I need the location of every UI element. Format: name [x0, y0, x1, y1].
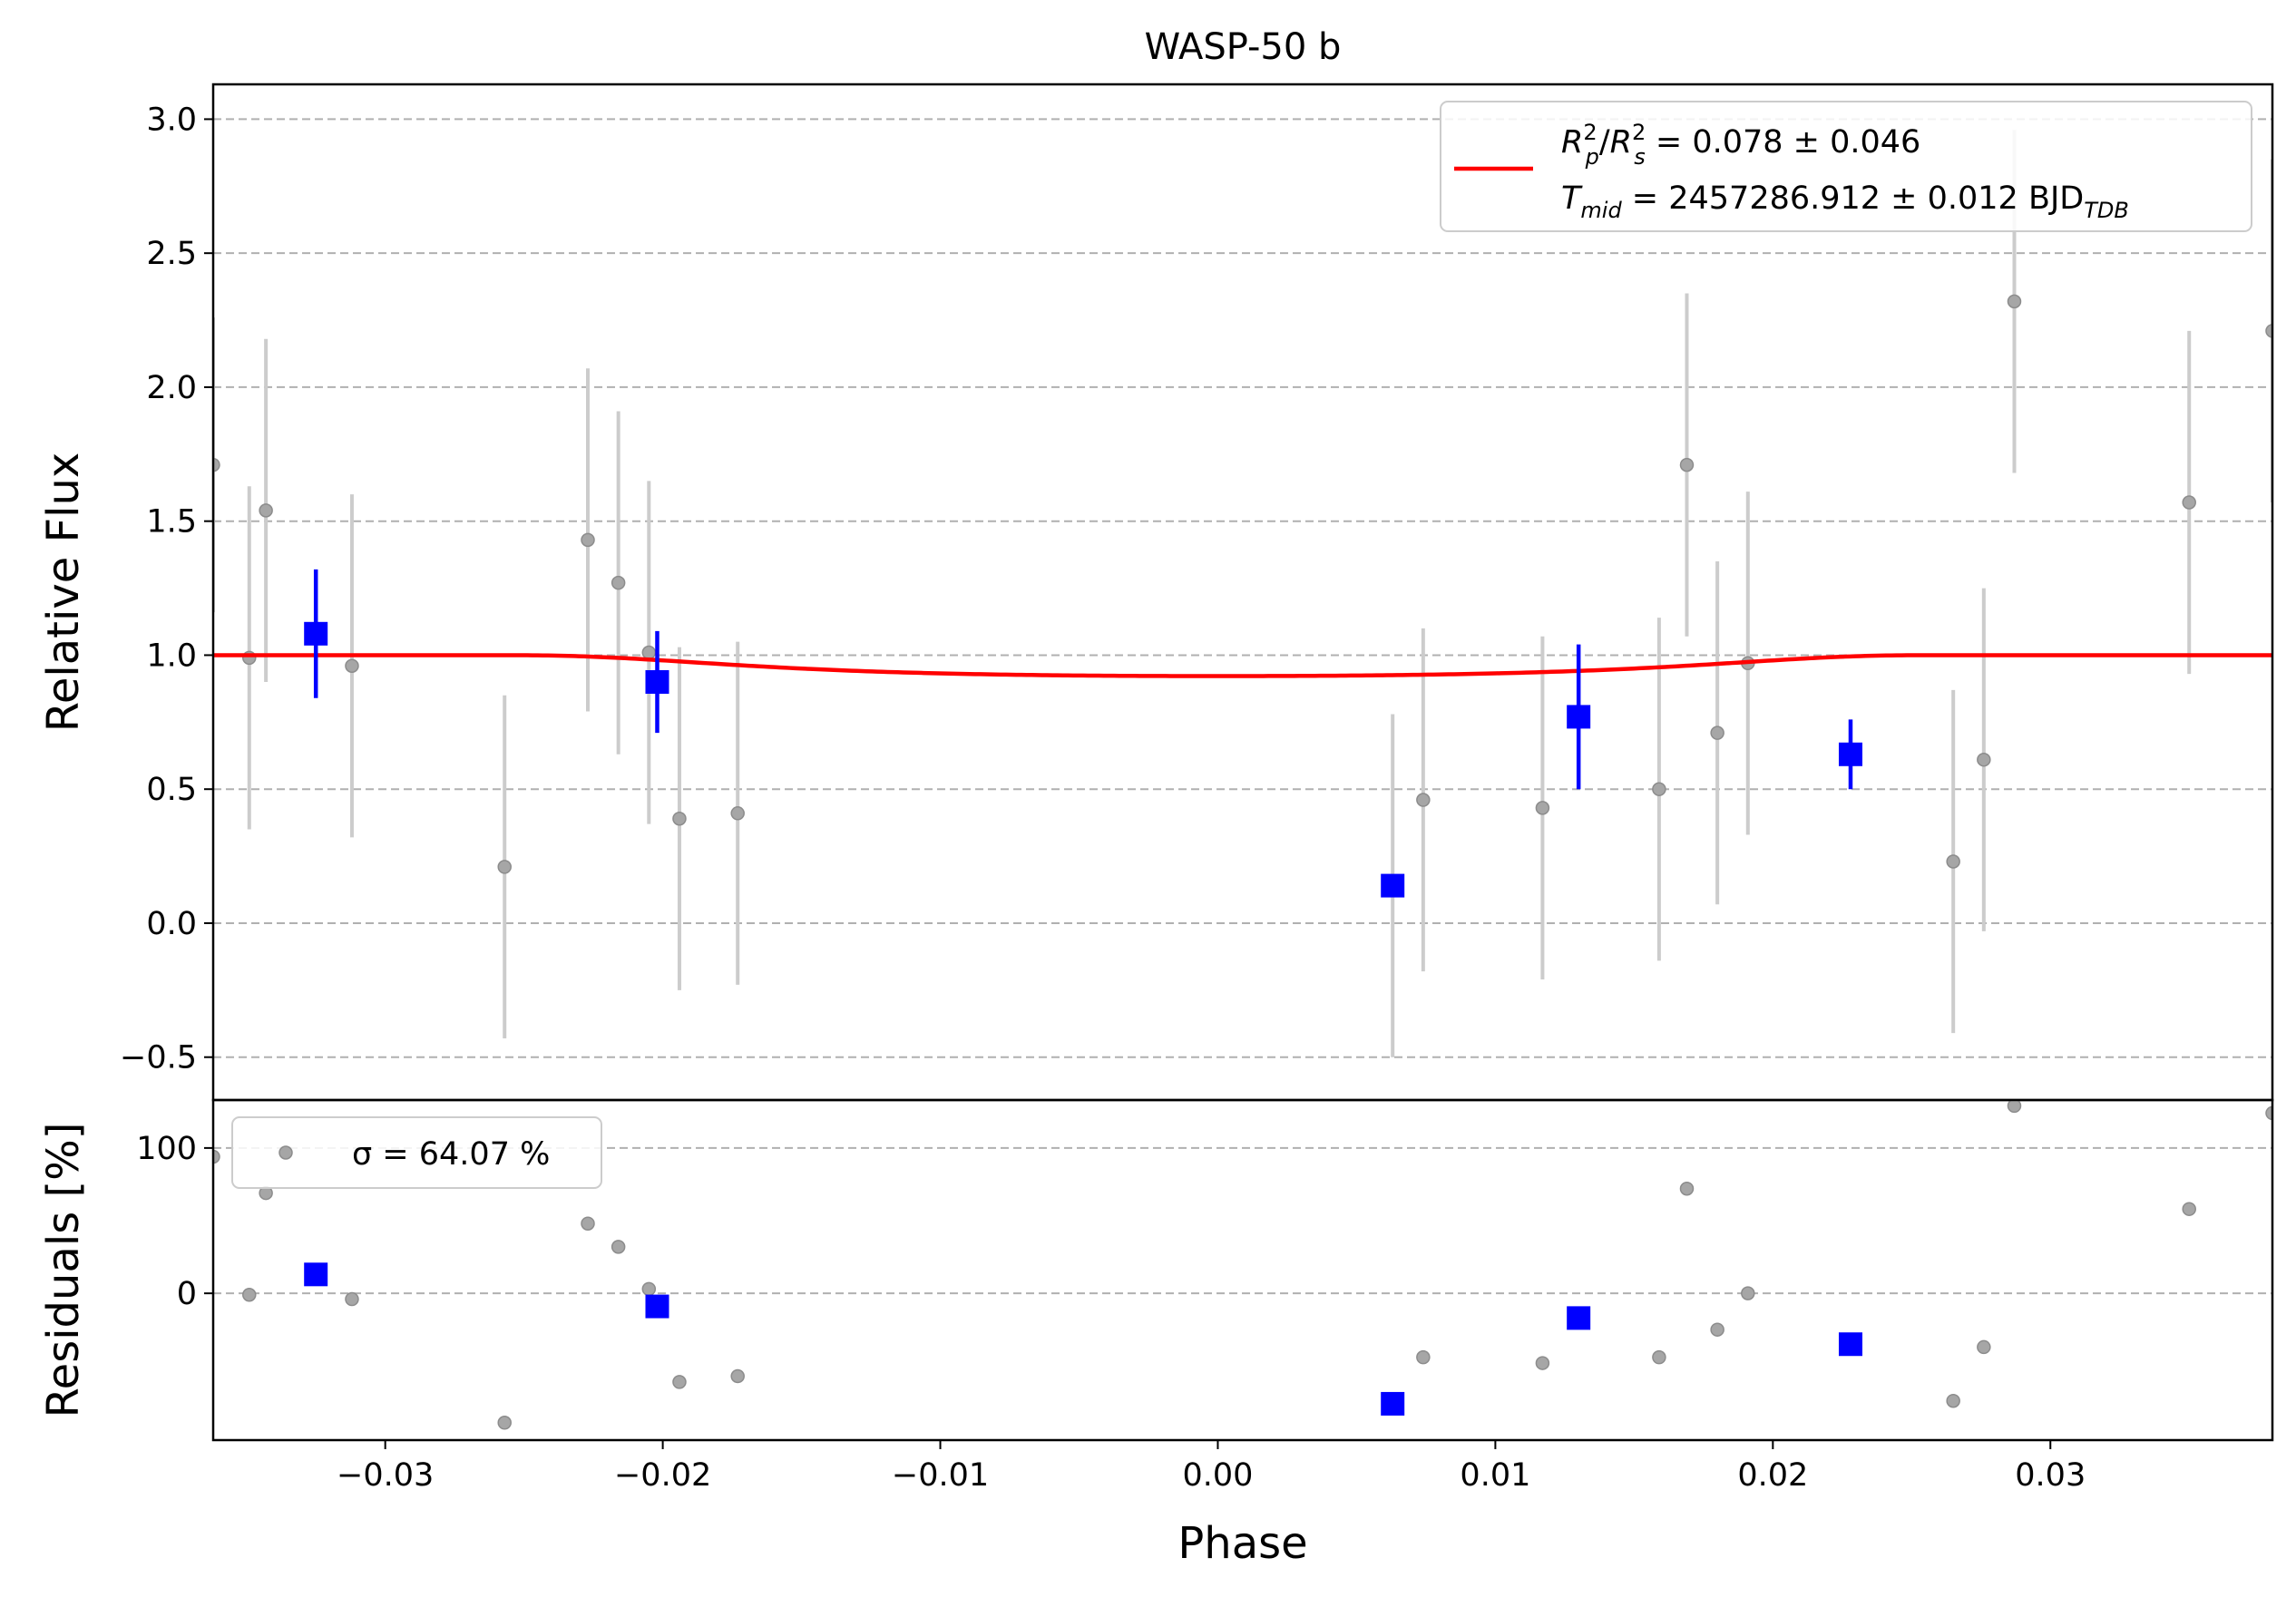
x-tick-label: 0.02: [1737, 1457, 1808, 1494]
residual-raw-point: [2182, 1202, 2196, 1216]
residual-raw-point: [730, 1368, 745, 1384]
residual-raw-point: [497, 1416, 512, 1430]
residual-binned-points: [304, 1262, 1862, 1416]
residual-raw-point: [1679, 1182, 1695, 1196]
raw-data-point: [1977, 752, 1991, 767]
raw-data-point: [2182, 495, 2196, 510]
raw-data-point: [1416, 793, 1431, 807]
residual-raw-point: [2265, 1105, 2272, 1121]
binned-data-point: [304, 621, 328, 646]
raw-data-point: [497, 860, 512, 874]
raw-data-point: [1679, 457, 1695, 472]
binned-data-point: [645, 669, 669, 694]
main-y-tick-label: −0.5: [120, 1040, 197, 1076]
main-y-tick-label: 1.0: [146, 638, 197, 674]
x-tick-label: 0.00: [1182, 1457, 1253, 1494]
residual-y-tick-label: 100: [136, 1131, 197, 1167]
residual-raw-point: [345, 1291, 359, 1307]
residual-binned-point: [1838, 1332, 1862, 1357]
residual-raw-point: [242, 1287, 257, 1302]
binned-data-point: [1381, 873, 1405, 898]
residual-legend: σ = 64.07 %: [231, 1116, 602, 1189]
residuals-panel: 0 100 −0.03 −0.02 −0.01 0.00 0.01 0.02 0.03 Pha…: [38, 1098, 2274, 1569]
residual-legend-marker: [278, 1145, 293, 1160]
raw-data-point: [1535, 801, 1550, 815]
residual-y-ticks: 0 100: [136, 1131, 213, 1312]
main-y-tick-label: 2.0: [146, 370, 197, 406]
x-tick-label: 0.03: [2015, 1457, 2086, 1494]
residual-plot-frame: [211, 1098, 2274, 1442]
x-axis-label: Phase: [1177, 1518, 1307, 1569]
x-tick-label: 0.01: [1460, 1457, 1530, 1494]
main-y-tick-label: 0.5: [146, 772, 197, 808]
raw-data-point: [2265, 324, 2272, 338]
main-legend-box: [1440, 101, 2252, 232]
residual-binned-point: [645, 1294, 669, 1319]
x-tick-label: −0.03: [337, 1457, 434, 1494]
legend-radius-ratio: R2 p/R2 s = 0.078 ± 0.046: [1561, 120, 1920, 170]
raw-data-point: [1710, 725, 1724, 740]
residual-raw-point: [1535, 1356, 1550, 1370]
chart-title: WASP-50 b: [1145, 26, 1342, 68]
residual-raw-point: [213, 1149, 220, 1164]
main-y-tick-label: 3.0: [146, 102, 197, 138]
main-y-tick-label: 1.5: [146, 504, 197, 540]
raw-data-point: [611, 575, 626, 590]
residual-raw-point: [641, 1281, 657, 1297]
residual-legend-box: [231, 1116, 602, 1189]
residual-raw-point: [1652, 1349, 1666, 1365]
residual-raw-point: [1710, 1322, 1724, 1337]
residual-raw-point: [1416, 1349, 1431, 1365]
raw-data-point: [345, 658, 359, 674]
main-legend: R2 p/R2 s = 0.078 ± 0.046 Tmid = 2457286.9…: [1440, 101, 2252, 232]
x-tick-label: −0.01: [892, 1457, 989, 1494]
raw-data-point: [1652, 782, 1666, 796]
residual-binned-point: [1381, 1391, 1405, 1416]
residual-raw-point: [1946, 1393, 1960, 1408]
residual-raw-point: [581, 1216, 595, 1231]
raw-data-point: [2007, 294, 2022, 309]
raw-data-point: [213, 457, 220, 472]
x-tick-label: −0.02: [614, 1457, 711, 1494]
binned-data-point: [1838, 742, 1862, 766]
residual-legend-label: σ = 64.07 %: [352, 1136, 550, 1173]
main-model-curve: [213, 653, 2272, 678]
raw-data-point: [581, 532, 595, 548]
raw-data-point: [1946, 854, 1960, 869]
main-raw-points: [213, 130, 2272, 1057]
binned-data-point: [1567, 705, 1591, 729]
raw-data-point: [259, 503, 273, 518]
main-panel: −0.5 0.0 0.5 1.0 1.5 2.0 2.5 3.0 WASP-50 b Rela…: [38, 26, 2274, 1102]
raw-data-point: [730, 806, 745, 821]
residual-binned-point: [304, 1262, 328, 1287]
transit-model-line: [213, 653, 2272, 678]
residual-raw-point: [672, 1375, 687, 1389]
residual-y-axis-label: Residuals [%]: [38, 1122, 89, 1417]
main-y-axis-label: Relative Flux: [38, 453, 89, 733]
residual-raw-point: [611, 1240, 626, 1254]
main-binned-points: [304, 569, 1862, 898]
x-ticks: −0.03 −0.02 −0.01 0.00 0.01 0.02 0.03: [337, 1440, 2086, 1494]
residual-raw-point: [1741, 1286, 1755, 1300]
residual-binned-point: [1567, 1306, 1591, 1330]
residual-y-tick-label: 0: [177, 1276, 197, 1312]
legend-mid-transit: Tmid = 2457286.912 ± 0.012 BJDTDB: [1561, 180, 2129, 223]
main-y-ticks: −0.5 0.0 0.5 1.0 1.5 2.0 2.5 3.0: [120, 102, 213, 1076]
main-y-tick-label: 0.0: [146, 906, 197, 942]
residual-raw-point: [1977, 1339, 1991, 1355]
raw-data-point: [672, 811, 687, 826]
residual-raw-point: [2007, 1100, 2022, 1114]
raw-data-point: [641, 645, 657, 660]
main-y-tick-label: 2.5: [146, 236, 197, 272]
